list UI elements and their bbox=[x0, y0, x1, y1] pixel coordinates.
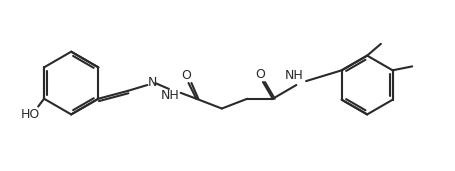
Text: O: O bbox=[254, 68, 264, 81]
Text: N: N bbox=[147, 76, 157, 89]
Text: O: O bbox=[181, 69, 191, 82]
Text: NH: NH bbox=[160, 89, 179, 102]
Text: HO: HO bbox=[20, 108, 40, 121]
Text: NH: NH bbox=[284, 69, 303, 82]
